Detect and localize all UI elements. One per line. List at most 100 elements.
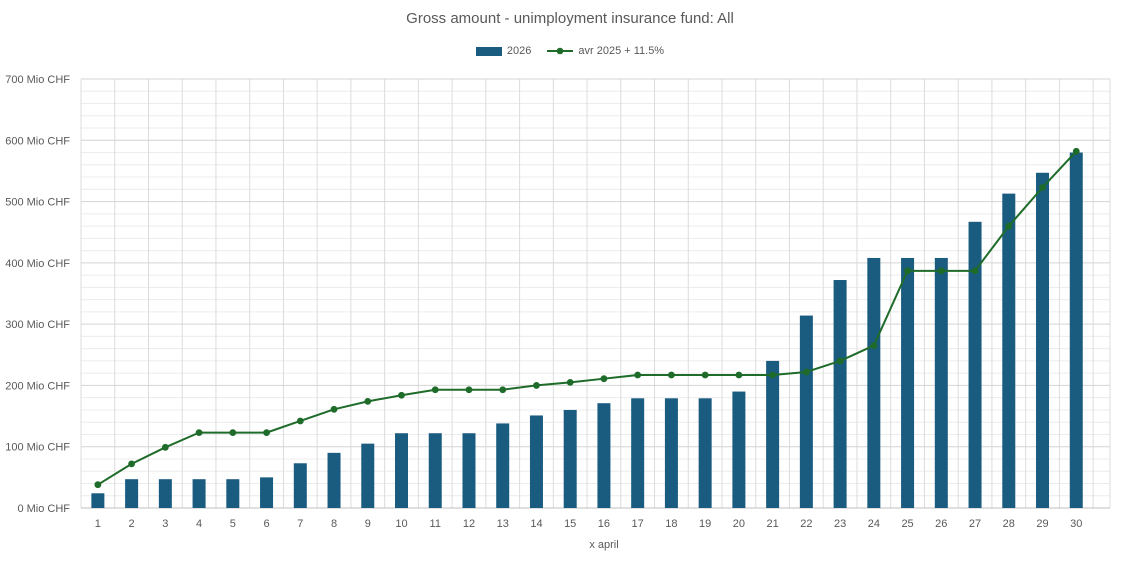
bar-2026 (766, 360, 780, 508)
x-tick-label: 21 (766, 518, 778, 530)
point-avr-2025 (499, 386, 507, 394)
legend-swatch-line (547, 47, 574, 55)
y-tick-label: 600 Mio CHF (5, 135, 70, 147)
bar-2026 (361, 443, 375, 508)
point-avr-2025 (668, 371, 675, 379)
bar-2026 (698, 398, 712, 508)
y-tick-label: 500 Mio CHF (5, 197, 70, 209)
x-tick-label: 30 (1070, 518, 1082, 530)
bar-2026 (192, 479, 206, 508)
point-avr-2025 (533, 382, 540, 389)
point-avr-2025 (263, 429, 270, 437)
bar-2026 (91, 493, 105, 508)
x-tick-label: 18 (665, 518, 677, 530)
bar-2026 (529, 415, 543, 508)
x-tick-label: 2 (129, 518, 135, 530)
point-avr-2025 (431, 386, 439, 394)
point-avr-2025 (769, 371, 777, 379)
point-avr-2025 (735, 371, 743, 379)
legend-label-2026: 2026 (506, 45, 532, 57)
bar-2026 (327, 452, 341, 508)
x-tick-label: 29 (1036, 518, 1048, 530)
bar-2026 (631, 398, 645, 508)
x-tick-label: 27 (969, 518, 981, 530)
x-tick-label: 9 (365, 518, 371, 530)
point-avr-2025 (94, 481, 102, 489)
x-tick-label: 24 (868, 518, 880, 530)
x-tick-label: 16 (598, 518, 610, 530)
x-tick-label: 19 (699, 518, 711, 530)
point-avr-2025 (128, 460, 136, 468)
y-tick-label: 300 Mio CHF (5, 319, 70, 331)
legend-label-avr-2025: avr 2025 + 11.5% (578, 45, 665, 57)
y-tick-label: 700 Mio CHF (5, 74, 70, 86)
x-tick-label: 4 (196, 518, 202, 530)
x-tick-label: 5 (230, 518, 236, 530)
x-tick-label: 15 (564, 518, 576, 530)
point-avr-2025 (296, 417, 304, 425)
legend: 2026 avr 2025 + 11.5% (0, 45, 1140, 57)
point-avr-2025 (1039, 184, 1046, 191)
point-avr-2025 (600, 375, 608, 383)
bar-2026 (867, 257, 881, 508)
point-avr-2025 (195, 429, 203, 437)
bar-2026 (901, 257, 915, 508)
bar-2026 (260, 477, 274, 508)
x-tick-label: 28 (1003, 518, 1015, 530)
x-tick-label: 6 (263, 518, 269, 530)
point-avr-2025 (937, 267, 945, 275)
x-tick-label: 11 (430, 518, 441, 530)
y-tick-label: 100 Mio CHF (5, 442, 70, 454)
y-tick-label: 0 Mio CHF (17, 503, 70, 515)
bar-2026 (1002, 193, 1016, 508)
bar-2026 (664, 398, 678, 508)
chart-title: Gross amount - unimployment insurance fu… (406, 10, 734, 27)
bar-2026 (428, 433, 442, 508)
point-avr-2025 (465, 386, 473, 394)
x-tick-label: 3 (162, 518, 168, 530)
x-tick-label: 1 (95, 518, 101, 530)
x-tick-label: 26 (935, 518, 947, 530)
point-avr-2025 (870, 342, 878, 349)
x-tick-label: 14 (530, 518, 542, 530)
bar-2026 (496, 423, 510, 508)
x-tick-label: 22 (800, 518, 812, 530)
point-avr-2025 (364, 397, 372, 405)
point-avr-2025 (161, 443, 169, 451)
point-avr-2025 (904, 267, 911, 275)
point-avr-2025 (229, 429, 237, 437)
bar-2026 (563, 409, 577, 508)
bar-2026 (125, 479, 139, 508)
x-tick-label: 12 (463, 518, 475, 530)
x-tick-label: 7 (297, 518, 303, 530)
y-tick-label: 200 Mio CHF (5, 380, 70, 392)
line-avr-2025 (97, 150, 1077, 486)
bar-2026 (462, 433, 476, 508)
point-avr-2025 (971, 267, 979, 275)
point-avr-2025 (398, 391, 405, 399)
legend-item-2026: 2026 (475, 45, 532, 57)
bar-2026 (293, 463, 307, 508)
bar-2026 (395, 433, 409, 508)
bar-2026 (732, 391, 746, 508)
point-avr-2025 (1072, 147, 1080, 155)
bar-2026 (968, 221, 982, 508)
bar-2026 (1036, 172, 1050, 508)
x-tick-label: 10 (395, 518, 407, 530)
point-avr-2025 (566, 378, 574, 386)
point-avr-2025 (836, 357, 844, 365)
bar-2026 (226, 479, 240, 508)
legend-item-avr-2025: avr 2025 + 11.5% (547, 45, 664, 57)
x-tick-label: 13 (497, 518, 509, 530)
bar-2026 (158, 479, 172, 508)
x-tick-label: 23 (834, 518, 846, 530)
point-avr-2025 (701, 371, 709, 379)
y-tick-label: 400 Mio CHF (5, 258, 70, 270)
x-axis-title: x april (589, 539, 618, 551)
x-tick-label: 20 (733, 518, 745, 530)
x-tick-label: 25 (901, 518, 913, 530)
bar-2026 (833, 280, 847, 508)
point-avr-2025 (1005, 222, 1013, 230)
point-avr-2025 (634, 371, 642, 379)
